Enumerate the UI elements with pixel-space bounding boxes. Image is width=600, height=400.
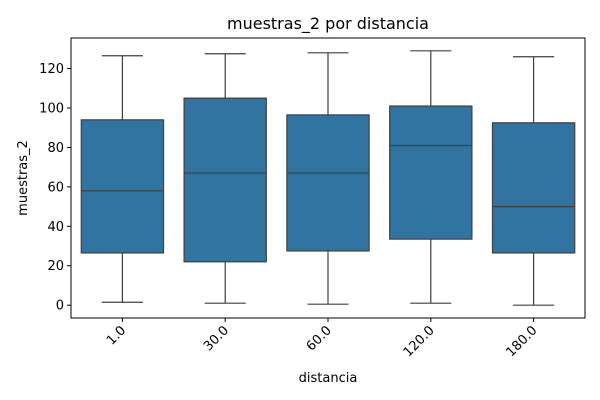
y-tick-label: 100 [39, 102, 64, 117]
x-tick-label: 180.0 [504, 323, 541, 360]
x-tick-label: 30.0 [201, 323, 232, 354]
y-tick-label: 120 [39, 62, 64, 77]
chart-title: muestras_2 por distancia [227, 14, 429, 34]
y-tick-label: 0 [56, 299, 64, 314]
y-tick-label: 80 [47, 141, 64, 156]
y-tick-label: 40 [47, 220, 64, 235]
plot-area: 0 20 40 60 80 100 120 1.0 30.0 60.0 120.0 180.0 [39, 50, 576, 360]
iqr-box [491, 122, 576, 254]
box-30.0 [183, 53, 267, 304]
iqr-box [80, 119, 165, 254]
box-180.0 [491, 56, 576, 306]
y-axis-label: muestras_2 [16, 140, 31, 216]
x-axis-label: distancia [299, 371, 358, 386]
x-tick-label: 120.0 [401, 323, 438, 360]
y-tick-label: 20 [47, 259, 64, 274]
x-tick-label: 1.0 [104, 323, 129, 348]
iqr-box [183, 97, 267, 263]
box-1.0 [80, 55, 165, 303]
x-tick-label: 60.0 [304, 323, 335, 354]
iqr-box [389, 105, 473, 240]
y-tick-label: 60 [47, 180, 64, 195]
plot-frame [70, 37, 586, 319]
iqr-box [286, 114, 370, 252]
box-120.0 [389, 50, 473, 304]
box-60.0 [286, 52, 370, 305]
